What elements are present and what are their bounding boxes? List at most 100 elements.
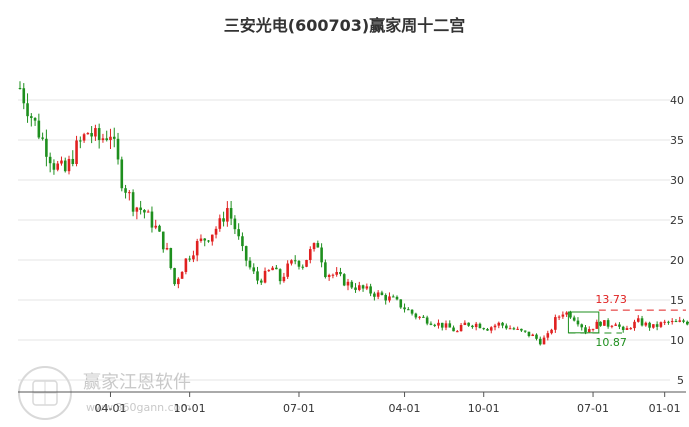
candle — [316, 240, 320, 248]
candle — [373, 291, 376, 301]
candle — [599, 321, 602, 327]
candle — [471, 324, 474, 329]
y-tick-label: 10 — [670, 334, 684, 347]
candle — [105, 130, 109, 142]
candle — [248, 257, 252, 270]
candle — [376, 290, 380, 300]
candle — [256, 266, 259, 285]
candle — [259, 278, 263, 285]
candle — [26, 93, 29, 123]
candle — [670, 318, 674, 325]
candle — [222, 211, 225, 227]
candle — [354, 283, 357, 293]
candle — [320, 243, 323, 268]
candle — [267, 269, 271, 272]
candle — [75, 135, 78, 167]
candle — [482, 327, 486, 331]
candle — [210, 234, 214, 246]
candle — [603, 320, 606, 326]
candle — [63, 157, 67, 173]
candle — [37, 113, 41, 140]
candle — [474, 321, 478, 331]
candle — [335, 267, 338, 277]
candle — [67, 155, 71, 175]
x-tick-label: 07-01 — [283, 402, 315, 415]
candle — [561, 311, 565, 319]
candle — [425, 315, 429, 326]
candle — [618, 322, 621, 330]
chart-title: 三安光电(600703)赢家周十二宫 — [223, 16, 466, 35]
candle — [41, 132, 44, 141]
candle — [293, 255, 297, 265]
candle — [636, 315, 640, 323]
candle — [538, 336, 542, 346]
candle — [188, 255, 191, 262]
watermark: 赢家江恩软件 www.360gann.com — [18, 366, 191, 420]
candle — [678, 316, 682, 323]
candle — [388, 292, 391, 303]
candle — [139, 200, 142, 215]
candle — [324, 259, 327, 279]
candle — [580, 323, 584, 331]
candle — [86, 132, 90, 135]
candle — [497, 321, 501, 329]
resistance-label: 13.73 — [595, 293, 627, 306]
candle — [82, 132, 86, 143]
candle — [384, 293, 387, 305]
y-tick-label: 30 — [670, 174, 684, 187]
candle — [369, 283, 372, 297]
candle — [56, 160, 59, 172]
candle — [429, 321, 433, 326]
watermark-seal — [18, 366, 72, 420]
candle — [124, 184, 127, 199]
candle — [233, 215, 237, 235]
candle — [591, 328, 595, 332]
y-axis: 5 10 15 20 25 30 35 40 — [670, 94, 684, 387]
candle — [195, 238, 199, 262]
candle — [128, 190, 131, 201]
candle — [365, 283, 369, 291]
candle — [312, 242, 316, 252]
candle — [614, 322, 617, 326]
candle — [399, 299, 403, 309]
candle — [456, 329, 459, 333]
candle — [508, 325, 512, 330]
watermark-url: www.360gann.com — [86, 401, 191, 414]
candle — [621, 325, 625, 333]
candle — [90, 126, 93, 144]
candle — [407, 307, 410, 311]
candle — [361, 284, 365, 292]
candle — [546, 330, 550, 341]
candle — [278, 268, 282, 285]
candle — [395, 295, 399, 301]
candles — [18, 81, 689, 346]
candle — [331, 273, 335, 279]
candle — [339, 267, 342, 277]
candle — [286, 260, 289, 279]
x-tick-label: 04-01 — [389, 402, 421, 415]
candle — [229, 200, 233, 226]
candle — [60, 156, 63, 166]
candle — [587, 326, 591, 333]
candle — [422, 315, 425, 318]
candle — [173, 267, 176, 286]
y-tick-label: 25 — [670, 214, 684, 227]
candle — [297, 260, 301, 270]
candle — [48, 152, 52, 173]
support-label: 10.87 — [595, 336, 627, 349]
candle — [290, 259, 293, 266]
candle — [501, 321, 504, 329]
x-axis: 04-01 10-01 07-01 04-01 10-01 07-01 01-01 — [18, 391, 686, 415]
candle — [18, 81, 22, 90]
candle — [674, 318, 678, 323]
candle — [523, 330, 527, 333]
candle — [358, 281, 361, 292]
candle — [120, 156, 124, 192]
candle — [52, 159, 56, 175]
candle — [391, 294, 395, 298]
candle — [116, 132, 120, 165]
candle — [489, 326, 493, 334]
candle — [572, 315, 576, 322]
candle — [629, 327, 633, 330]
